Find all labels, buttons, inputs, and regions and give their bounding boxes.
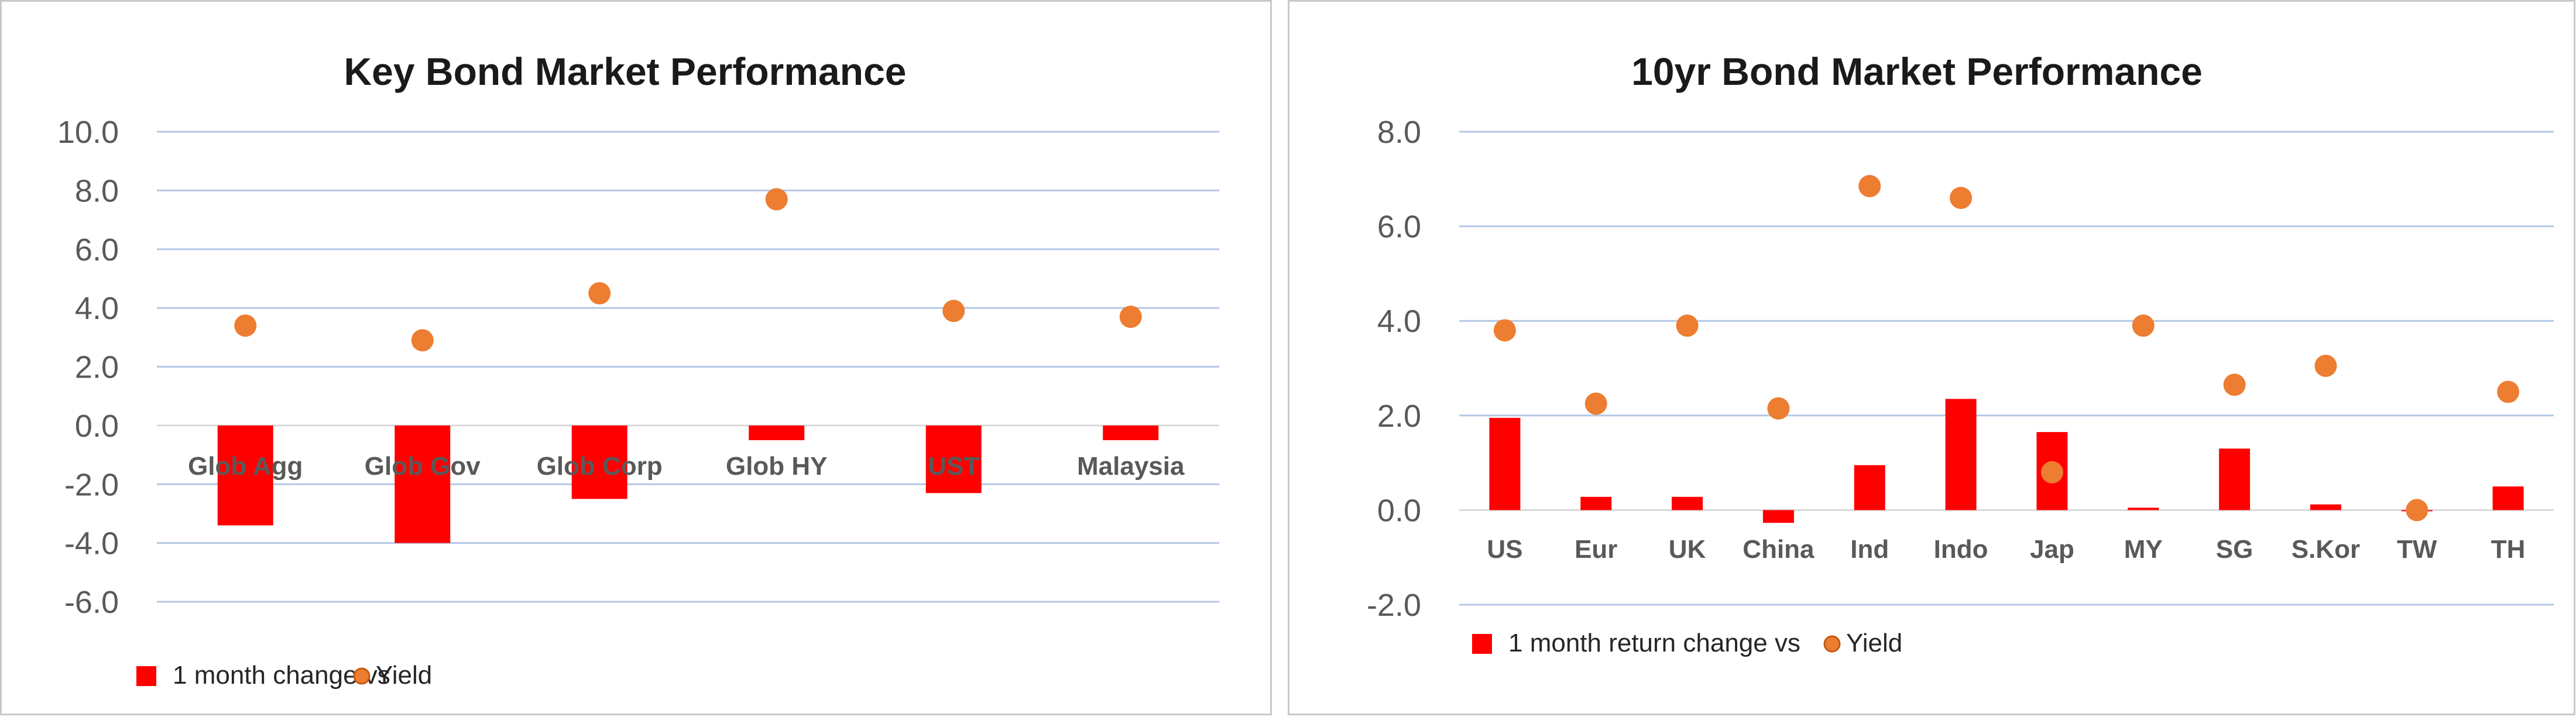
yield-point: [588, 282, 611, 305]
yield-point: [765, 188, 788, 211]
x-category-label: Ind: [1850, 535, 1889, 564]
yield-point: [1676, 314, 1699, 337]
y-tick-label: 2.0: [1377, 399, 1421, 434]
10yr-bond-chart: 10yr Bond Market Performance 8.0 6.0 4.0 2.0…: [1367, 50, 2554, 657]
legend-label-change: 1 month return change vs: [1508, 629, 1800, 657]
y-tick-label: 10.0: [57, 115, 119, 150]
yield-point: [2223, 373, 2246, 396]
bar-mark: [1580, 496, 1612, 510]
x-category-label: Jap: [2030, 535, 2074, 564]
chart-title: 10yr Bond Market Performance: [1631, 50, 2203, 93]
x-category-label: UK: [1669, 535, 1706, 564]
yield-point: [234, 314, 257, 337]
y-tick-label: 4.0: [75, 291, 119, 326]
chart-panel-10yr-bond: 10yr Bond Market Performance 8.0 6.0 4.0 2.0…: [1288, 0, 2575, 715]
yield-point: [2040, 461, 2063, 484]
bar-mark: [749, 425, 805, 440]
y-tick-label: 2.0: [75, 350, 119, 385]
x-category-label: TH: [2491, 535, 2526, 564]
x-category-label: Malaysia: [1077, 452, 1185, 481]
x-category-label: TW: [2397, 535, 2437, 564]
x-category-label: S.Kor: [2292, 535, 2360, 564]
bar-mark: [1945, 399, 1977, 510]
bar-mark: [1103, 425, 1159, 440]
legend-yield-swatch: [1823, 635, 1841, 653]
bar-mark: [1854, 465, 1885, 510]
x-category-label: China: [1743, 535, 1814, 564]
bar-mark: [2492, 486, 2524, 510]
x-category-label: Glob Corp: [537, 452, 663, 481]
bar-mark: [2219, 448, 2251, 510]
x-category-label: Glob Gov: [365, 452, 481, 481]
y-tick-label: 8.0: [75, 173, 119, 208]
x-category-label: UST: [928, 452, 979, 481]
y-tick-label: 6.0: [1377, 210, 1421, 245]
legend-yield-swatch: [353, 667, 371, 685]
x-category-label: SG: [2216, 535, 2253, 564]
y-tick-label: -2.0: [64, 467, 119, 502]
yield-point: [1119, 306, 1142, 328]
y-tick-label: 0.0: [75, 409, 119, 444]
yield-point: [2497, 380, 2520, 403]
x-category-label: Indo: [1934, 535, 1988, 564]
legend: 1 month return change vs Yield: [1472, 629, 1902, 657]
yield-point: [1858, 174, 1881, 197]
y-tick-label: -2.0: [1367, 588, 1421, 623]
bar-mark: [2128, 508, 2159, 510]
yield-point: [2132, 314, 2155, 337]
y-tick-label: -4.0: [64, 526, 119, 561]
x-category-label: MY: [2124, 535, 2163, 564]
bar-mark: [2310, 504, 2341, 510]
yield-point: [2314, 354, 2337, 377]
bar-mark: [571, 425, 627, 499]
yield-point: [411, 329, 434, 352]
legend-label-yield: Yield: [376, 661, 432, 690]
y-tick-label: 6.0: [75, 232, 119, 268]
bar-mark: [925, 425, 982, 493]
x-category-label: US: [1487, 535, 1522, 564]
yield-point: [942, 300, 965, 323]
yield-point: [1950, 187, 1973, 210]
yield-point: [1493, 319, 1516, 342]
yield-point: [1584, 392, 1607, 415]
bar-mark: [1489, 417, 1521, 510]
y-tick-label: -6.0: [64, 585, 119, 620]
key-bond-chart: Key Bond Market Performance 10.0 8.0 6.0 4.0…: [57, 50, 1219, 690]
x-category-label: Glob Agg: [188, 452, 303, 481]
legend-bar-swatch: [1472, 634, 1492, 654]
legend-bar-swatch: [136, 666, 156, 686]
y-tick-label: 4.0: [1377, 304, 1421, 339]
bar-mark: [395, 425, 451, 543]
x-category-label: Glob HY: [726, 452, 828, 481]
yield-point: [2406, 499, 2428, 522]
y-tick-label: 0.0: [1377, 493, 1421, 528]
yield-point: [1767, 397, 1790, 420]
x-category-label: Eur: [1575, 535, 1617, 564]
bar-mark: [217, 425, 273, 526]
chart-title: Key Bond Market Performance: [344, 50, 907, 93]
y-tick-label: 8.0: [1377, 115, 1421, 150]
legend-label-yield: Yield: [1846, 629, 1902, 657]
chart-panel-key-bond: Key Bond Market Performance 10.0 8.0 6.0 4.0…: [0, 0, 1272, 715]
bar-mark: [1762, 510, 1794, 523]
bar-mark: [1672, 496, 1703, 510]
